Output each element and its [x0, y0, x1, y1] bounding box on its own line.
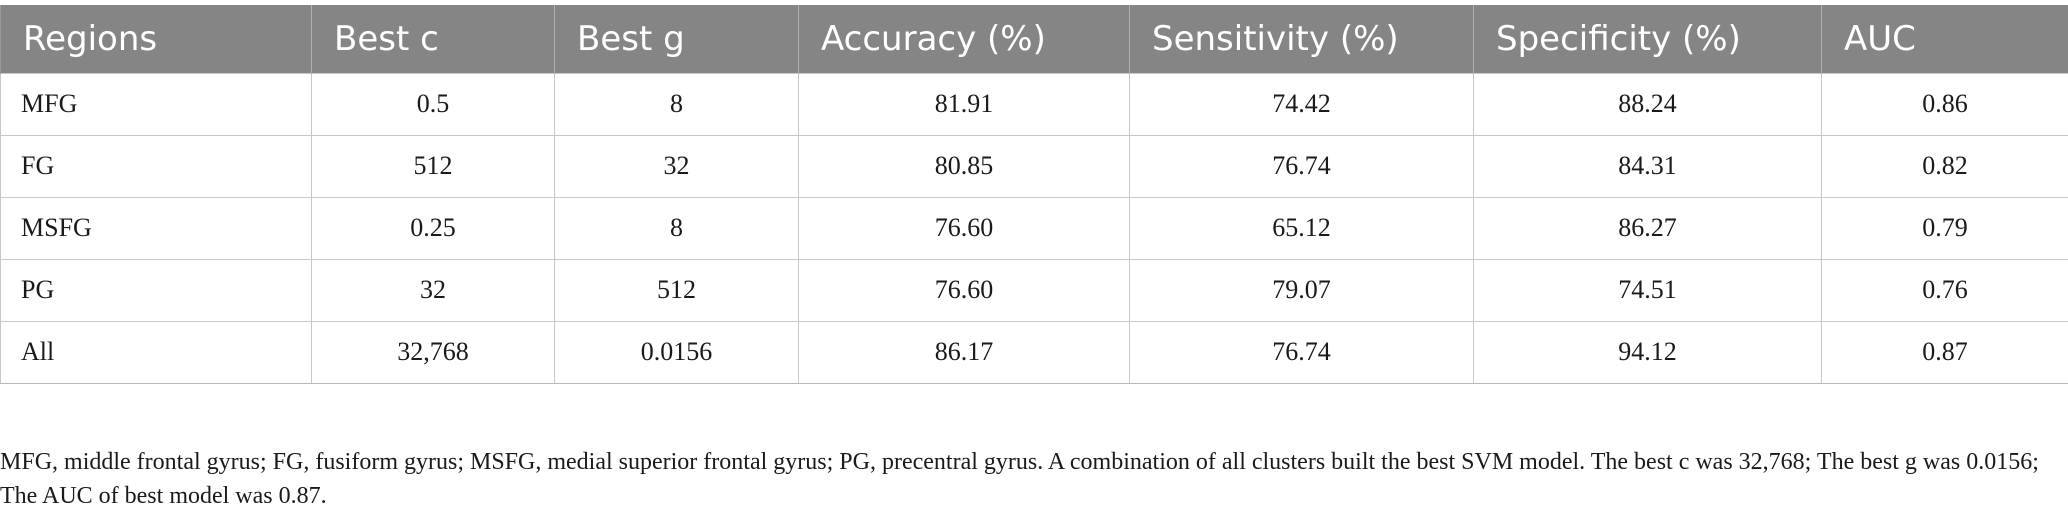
cell-best-c: 32,768	[311, 320, 555, 384]
cell-best-g: 8	[554, 72, 799, 136]
cell-best-g: 512	[554, 258, 799, 322]
cell-best-g: 8	[554, 196, 799, 260]
results-table-container: Regions Best c Best g Accuracy (%) Sensi…	[0, 5, 2068, 384]
table-row: PG 32 512 76.60 79.07 74.51 0.76	[0, 258, 2068, 322]
table-body: MFG 0.5 8 81.91 74.42 88.24 0.86 FG 512 …	[0, 72, 2068, 384]
table-header: Regions Best c Best g Accuracy (%) Sensi…	[0, 5, 2068, 73]
table-footnote: MFG, middle frontal gyrus; FG, fusiform …	[0, 449, 2039, 509]
header-auc: AUC	[1821, 5, 2068, 73]
header-accuracy: Accuracy (%)	[798, 5, 1130, 73]
cell-sensitivity: 76.74	[1129, 320, 1474, 384]
header-regions: Regions	[0, 5, 312, 73]
cell-auc: 0.76	[1821, 258, 2068, 322]
header-best-g: Best g	[554, 5, 799, 73]
cell-sensitivity: 79.07	[1129, 258, 1474, 322]
cell-best-c: 32	[311, 258, 555, 322]
header-best-c: Best c	[311, 5, 555, 73]
cell-specificity: 74.51	[1473, 258, 1822, 322]
cell-region: FG	[0, 134, 312, 198]
cell-auc: 0.86	[1821, 72, 2068, 136]
cell-specificity: 94.12	[1473, 320, 1822, 384]
cell-auc: 0.87	[1821, 320, 2068, 384]
table-row: FG 512 32 80.85 76.74 84.31 0.82	[0, 134, 2068, 198]
header-specificity: Specificity (%)	[1473, 5, 1822, 73]
cell-accuracy: 86.17	[798, 320, 1130, 384]
results-table: Regions Best c Best g Accuracy (%) Sensi…	[0, 5, 2068, 384]
cell-accuracy: 76.60	[798, 258, 1130, 322]
cell-region: MSFG	[0, 196, 312, 260]
header-row: Regions Best c Best g Accuracy (%) Sensi…	[0, 5, 2068, 73]
table-row: MFG 0.5 8 81.91 74.42 88.24 0.86	[0, 72, 2068, 136]
table-row: All 32,768 0.0156 86.17 76.74 94.12 0.87	[0, 320, 2068, 384]
cell-region: All	[0, 320, 312, 384]
header-sensitivity: Sensitivity (%)	[1129, 5, 1474, 73]
cell-accuracy: 80.85	[798, 134, 1130, 198]
cell-sensitivity: 76.74	[1129, 134, 1474, 198]
cell-best-c: 512	[311, 134, 555, 198]
cell-sensitivity: 74.42	[1129, 72, 1474, 136]
cell-specificity: 84.31	[1473, 134, 1822, 198]
cell-specificity: 88.24	[1473, 72, 1822, 136]
cell-accuracy: 81.91	[798, 72, 1130, 136]
cell-accuracy: 76.60	[798, 196, 1130, 260]
cell-best-c: 0.5	[311, 72, 555, 136]
cell-best-c: 0.25	[311, 196, 555, 260]
cell-auc: 0.82	[1821, 134, 2068, 198]
cell-region: PG	[0, 258, 312, 322]
cell-sensitivity: 65.12	[1129, 196, 1474, 260]
cell-best-g: 0.0156	[554, 320, 799, 384]
cell-specificity: 86.27	[1473, 196, 1822, 260]
cell-auc: 0.79	[1821, 196, 2068, 260]
cell-best-g: 32	[554, 134, 799, 198]
cell-region: MFG	[0, 72, 312, 136]
table-row: MSFG 0.25 8 76.60 65.12 86.27 0.79	[0, 196, 2068, 260]
